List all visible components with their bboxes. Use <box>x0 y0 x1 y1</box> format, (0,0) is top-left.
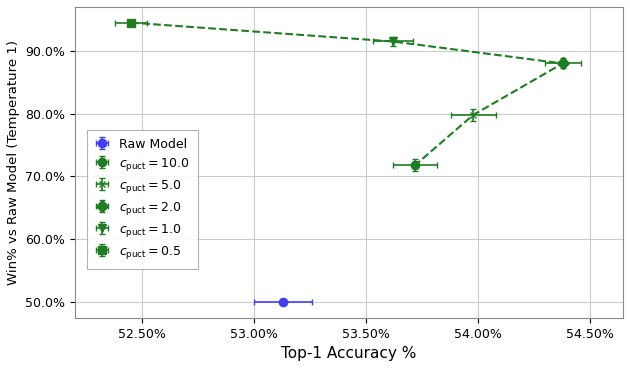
X-axis label: Top-1 Accuracy %: Top-1 Accuracy % <box>282 346 417 361</box>
Y-axis label: Win% vs Raw Model (Temperature 1): Win% vs Raw Model (Temperature 1) <box>7 40 20 285</box>
Legend: Raw Model, $c_{\mathrm{puct}} = 10.0$, $c_{\mathrm{puct}} = 5.0$, $c_{\mathrm{pu: Raw Model, $c_{\mathrm{puct}} = 10.0$, $… <box>87 130 198 269</box>
